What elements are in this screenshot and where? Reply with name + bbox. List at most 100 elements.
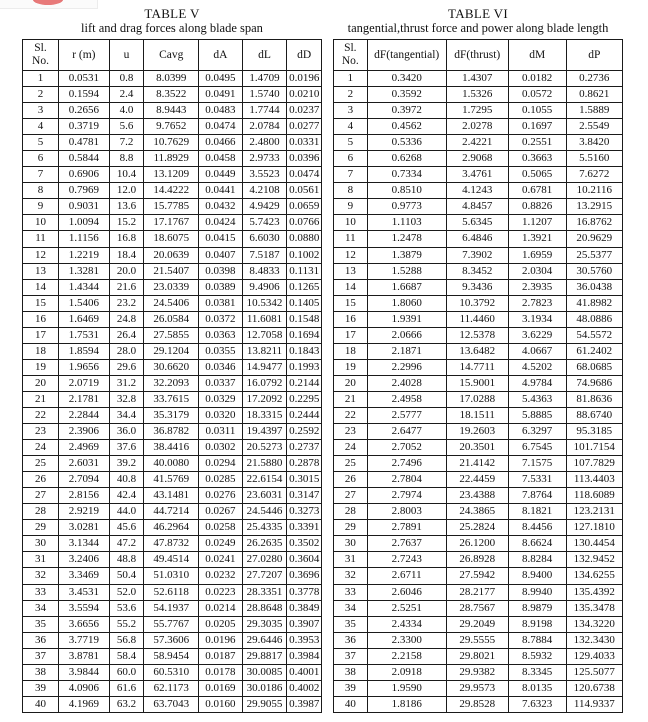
table-cell: 3.8781	[58, 647, 110, 665]
table-row: 31 2.7243 26.8928 8.8284 132.9452	[333, 551, 624, 569]
table-cell: 29.5555	[445, 631, 509, 649]
table-row: 28 2.8003 24.3865 8.1821 123.2131	[333, 503, 624, 521]
table-cell: 52.0	[108, 583, 145, 601]
table-cell: 2.3935	[507, 278, 567, 296]
table-cell: 3.3469	[58, 567, 110, 585]
table-cell: 36	[333, 631, 368, 649]
table-cell: 2.2996	[366, 358, 447, 376]
table-cell: 0.3778	[286, 583, 322, 601]
table-cell: 0.1265	[286, 278, 322, 296]
table-cell: 32	[333, 567, 368, 585]
table-cell: 0.6781	[507, 182, 567, 200]
table-cell: 3.0281	[58, 519, 110, 537]
table-cell: 0.3592	[366, 86, 447, 104]
table-row: 19 1.9656 29.6 30.6620 0.0346 14.9477 0.1993	[21, 358, 322, 376]
table-cell: 3.1344	[58, 535, 110, 553]
table-cell: 88.6740	[565, 406, 624, 425]
table-row: 2 0.1594 2.4 8.3522 0.0491 1.5740 0.0210	[21, 86, 322, 104]
table-row: 10 1.0094 15.2 17.1767 0.0424 5.7423 0.0766	[21, 214, 322, 232]
table-cell: 1.5889	[565, 102, 624, 120]
table-cell: 2.9068	[445, 150, 509, 168]
table-cell: 20.0639	[143, 246, 200, 264]
table-cell: 55.7767	[143, 615, 200, 633]
table-cell: 3.5523	[241, 166, 288, 184]
table-cell: 4.0906	[58, 679, 110, 697]
table-cell: 14.7711	[445, 358, 509, 376]
table-row: 38 2.0918 29.9382 8.3345 125.5077	[333, 663, 624, 681]
table-cell: 35	[333, 615, 368, 633]
table-cell: 13.6482	[445, 342, 509, 360]
table-row: 39 1.9590 29.9573 8.0135 120.6738	[333, 679, 624, 697]
table-cell: 28.0	[108, 342, 145, 360]
table-cell: 5.8885	[507, 406, 567, 425]
table-cell: 0.4562	[366, 118, 447, 136]
table-cell: 0.3147	[286, 487, 322, 505]
table-cell: 2.0304	[507, 262, 567, 280]
table-row: 19 2.2996 14.7711 4.5202 68.0685	[333, 358, 624, 376]
table-cell: 7.1575	[507, 455, 567, 473]
table-v-subtitle: lift and drag forces along blade span	[81, 21, 263, 35]
table-row: 3 0.2656 4.0 8.9443 0.0483 1.7744 0.0237	[21, 102, 322, 120]
table-cell: 29.9382	[445, 663, 509, 681]
table-cell: 33	[333, 583, 368, 601]
table-cell: 8.9198	[507, 615, 567, 633]
table-cell: 3.7719	[58, 631, 110, 649]
table-row: 22 2.5777 18.1511 5.8885 88.6740	[333, 406, 624, 425]
table-cell: 4.5202	[507, 358, 567, 376]
header-row: Sl. No. r (m) u Cavg dA dL dD	[21, 39, 322, 71]
table-cell: 0.2736	[565, 69, 624, 88]
table-cell: 18	[21, 342, 60, 360]
table-cell: 0.0210	[286, 86, 322, 104]
table-cell: 81.8636	[565, 390, 624, 408]
table-cell: 54.5572	[565, 326, 624, 344]
table-cell: 21	[333, 390, 368, 408]
table-cell: 2.0666	[366, 326, 447, 344]
table-cell: 0.0249	[198, 535, 243, 553]
table-cell: 2.7804	[366, 471, 447, 489]
table-row: 21 2.1781 32.8 33.7615 0.0329 17.2092 0.2295	[21, 390, 322, 408]
table-cell: 23	[333, 423, 368, 441]
table-cell: 0.0398	[198, 262, 243, 280]
table-cell: 8	[21, 182, 60, 200]
table-cell: 113.4403	[565, 471, 624, 489]
table-cell: 0.0331	[286, 134, 322, 152]
table-cell: 8.9940	[507, 583, 567, 601]
table-row: 28 2.9219 44.0 44.7214 0.0267 24.5446 0.3273	[21, 503, 322, 521]
table-row: 32 3.3469 50.4 51.0310 0.0232 27.7207 0.3696	[21, 567, 322, 585]
table-row: 14 1.6687 9.3436 2.3935 36.0438	[333, 278, 624, 296]
table-cell: 1.9590	[366, 679, 447, 697]
table-cell: 37	[21, 647, 60, 665]
table-cell: 19.2603	[445, 423, 509, 441]
table-cell: 1.3879	[366, 246, 447, 264]
table-row: 4 0.3719 5.6 9.7652 0.0474 2.0784 0.0277	[21, 118, 322, 136]
table-cell: 134.6255	[565, 567, 624, 585]
table-cell: 2.5251	[366, 599, 447, 617]
table-cell: 1.3921	[507, 230, 567, 248]
table-cell: 0.0407	[198, 246, 243, 264]
table-cell: 30.0186	[241, 679, 288, 697]
table-row: 24 2.7052 20.3501 6.7545 101.7154	[333, 439, 624, 457]
table-cell: 8.0399	[143, 69, 200, 88]
table-cell: 14	[21, 278, 60, 296]
table-cell: 0.3719	[58, 118, 110, 136]
table-cell: 26.4	[108, 326, 145, 344]
table-cell: 9.4906	[241, 278, 288, 296]
table-cell: 6.3297	[507, 423, 567, 441]
table-row: 22 2.2844 34.4 35.3179 0.0320 18.3315 0.2444	[21, 406, 322, 425]
cropped-logo-box	[0, 0, 98, 9]
table-cell: 1.2219	[58, 246, 110, 264]
lift-drag-forces-table: Sl. No. r (m) u Cavg dA dL dD 1 0.0531 0.8 8.0399 0…	[21, 39, 322, 713]
column-header: dL	[241, 39, 288, 71]
table-cell: 1.5288	[366, 262, 447, 280]
table-cell: 0.0381	[198, 294, 243, 312]
table-cell: 27.0280	[241, 551, 288, 569]
table-cell: 40	[21, 695, 60, 713]
table-cell: 56.8	[108, 631, 145, 649]
table-cell: 1.1156	[58, 230, 110, 248]
table-v-title: TABLE V	[144, 6, 200, 21]
table-cell: 14.4222	[143, 182, 200, 200]
table-cell: 0.3273	[286, 503, 322, 521]
table-cell: 0.9031	[58, 198, 110, 216]
column-header: Sl. No.	[333, 39, 368, 71]
table-cell: 21.4142	[445, 455, 509, 473]
